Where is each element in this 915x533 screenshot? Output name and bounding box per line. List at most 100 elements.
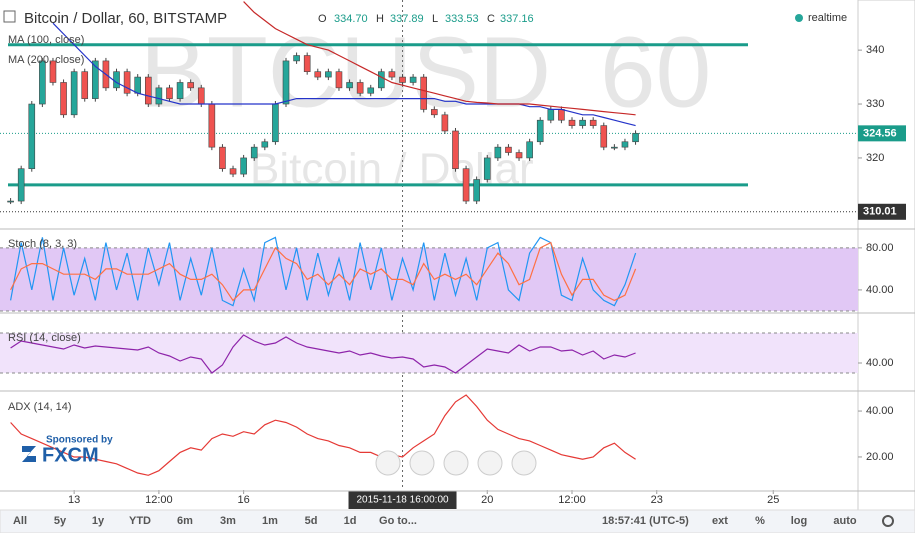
- ma200-legend[interactable]: MA (200, close): [8, 54, 84, 66]
- candle: [314, 71, 322, 78]
- candle: [632, 133, 639, 143]
- candle: [505, 146, 512, 153]
- candle: [568, 119, 576, 126]
- candle: [611, 146, 618, 149]
- x-tick-label: 20: [481, 494, 493, 506]
- candle: [187, 82, 194, 89]
- range-button[interactable]: 5d: [305, 515, 318, 527]
- candle: [452, 130, 459, 170]
- nav-right[interactable]: [511, 450, 537, 476]
- y-tick-label: 20.00: [866, 451, 894, 463]
- candle: [621, 141, 629, 148]
- candle: [155, 87, 163, 105]
- x-tick-label: 16: [238, 494, 250, 506]
- range-button[interactable]: Go to...: [379, 515, 417, 527]
- watermark-symbol: BTCUSD: [140, 16, 551, 128]
- candle: [536, 119, 544, 143]
- nav-buttons: [375, 450, 537, 476]
- option-button[interactable]: log: [791, 515, 808, 527]
- nav-left[interactable]: [375, 450, 401, 476]
- band: [0, 247, 858, 311]
- candle: [356, 82, 364, 94]
- range-button[interactable]: All: [13, 515, 27, 527]
- toolbar-items: All 5y 1y YTD 6m 3m 1m 5d 1d Go to... 18:57:41 (UT…: [13, 515, 894, 527]
- candle: [166, 87, 173, 99]
- band: [0, 333, 858, 373]
- candle: [483, 157, 491, 180]
- x-tick-label: 23: [651, 494, 663, 506]
- price-tag-label: 324.56: [863, 127, 897, 139]
- crosshair-label: 2015-11-18 16:00:00: [356, 495, 449, 506]
- y-tick-label: 40.00: [866, 284, 894, 296]
- range-button[interactable]: 5y: [54, 515, 67, 527]
- series-line: [10, 236, 637, 307]
- candle: [39, 60, 46, 105]
- candle: [325, 71, 332, 78]
- candle: [197, 87, 205, 105]
- open-value: 334.70: [334, 13, 368, 25]
- close-value: 337.16: [500, 13, 534, 25]
- nav-zoom-out[interactable]: [409, 450, 435, 476]
- option-button[interactable]: %: [755, 515, 765, 527]
- legends: MA (100, close) MA (200, close) Stoch (8…: [8, 34, 84, 413]
- toolbar: [0, 509, 915, 533]
- range-button[interactable]: 1y: [92, 515, 105, 527]
- candle: [558, 109, 565, 121]
- rsi-legend[interactable]: RSI (14, close): [8, 332, 81, 344]
- candle: [70, 71, 78, 116]
- candle: [60, 82, 67, 116]
- option-button[interactable]: ext: [712, 515, 728, 527]
- candle: [144, 76, 152, 105]
- x-tick-label: 12:00: [145, 494, 173, 506]
- nav-zoom-in[interactable]: [477, 450, 503, 476]
- candle: [399, 76, 406, 83]
- sponsor-logo: [22, 446, 36, 462]
- candle: [378, 71, 385, 89]
- candle: [28, 103, 36, 170]
- nav-reset[interactable]: [443, 450, 469, 476]
- range-button[interactable]: YTD: [129, 515, 151, 527]
- settings-icon[interactable]: [882, 515, 894, 527]
- candle: [346, 82, 353, 89]
- x-tick-label: 25: [767, 494, 779, 506]
- candle: [335, 71, 343, 89]
- candle: [547, 109, 555, 121]
- candle: [282, 60, 290, 105]
- range-button[interactable]: 6m: [177, 515, 193, 527]
- candle: [462, 168, 470, 202]
- candle: [261, 141, 269, 148]
- ma100-legend[interactable]: MA (100, close): [8, 34, 84, 46]
- series-line: [10, 334, 636, 374]
- price-tag: [858, 203, 906, 220]
- clock: 18:57:41 (UTC-5): [602, 515, 689, 527]
- collapse-icon[interactable]: [3, 10, 16, 23]
- candle: [240, 157, 247, 175]
- candle: [272, 103, 279, 143]
- range-button[interactable]: 3m: [220, 515, 236, 527]
- candle: [219, 146, 226, 170]
- candle: [113, 71, 120, 89]
- candle: [123, 71, 131, 94]
- candle: [293, 55, 300, 62]
- candle: [388, 71, 396, 78]
- adx-legend[interactable]: ADX (14, 14): [8, 401, 72, 413]
- symbol-title: Bitcoin / Dollar, 60, BITSTAMP: [24, 10, 227, 27]
- candle: [515, 152, 523, 159]
- price-axis: [857, 0, 915, 511]
- option-button[interactable]: auto: [833, 515, 857, 527]
- candle: [494, 146, 502, 159]
- plot: 320 330 340 13 12:00 16 20 12:00 23 25 2015-11-18 …: [0, 0, 915, 511]
- range-button[interactable]: 1d: [344, 515, 357, 527]
- high-label: H: [376, 13, 384, 25]
- candle: [250, 146, 258, 159]
- y-tick-label: 330: [866, 98, 884, 110]
- stoch-legend[interactable]: Stoch (8, 3, 3): [8, 238, 77, 250]
- candle: [134, 76, 142, 94]
- candle: [473, 179, 480, 202]
- candle: [441, 114, 449, 132]
- candle: [208, 103, 216, 148]
- candle: [229, 168, 237, 175]
- y-tick-label: 320: [866, 152, 884, 164]
- range-button[interactable]: 1m: [262, 515, 278, 527]
